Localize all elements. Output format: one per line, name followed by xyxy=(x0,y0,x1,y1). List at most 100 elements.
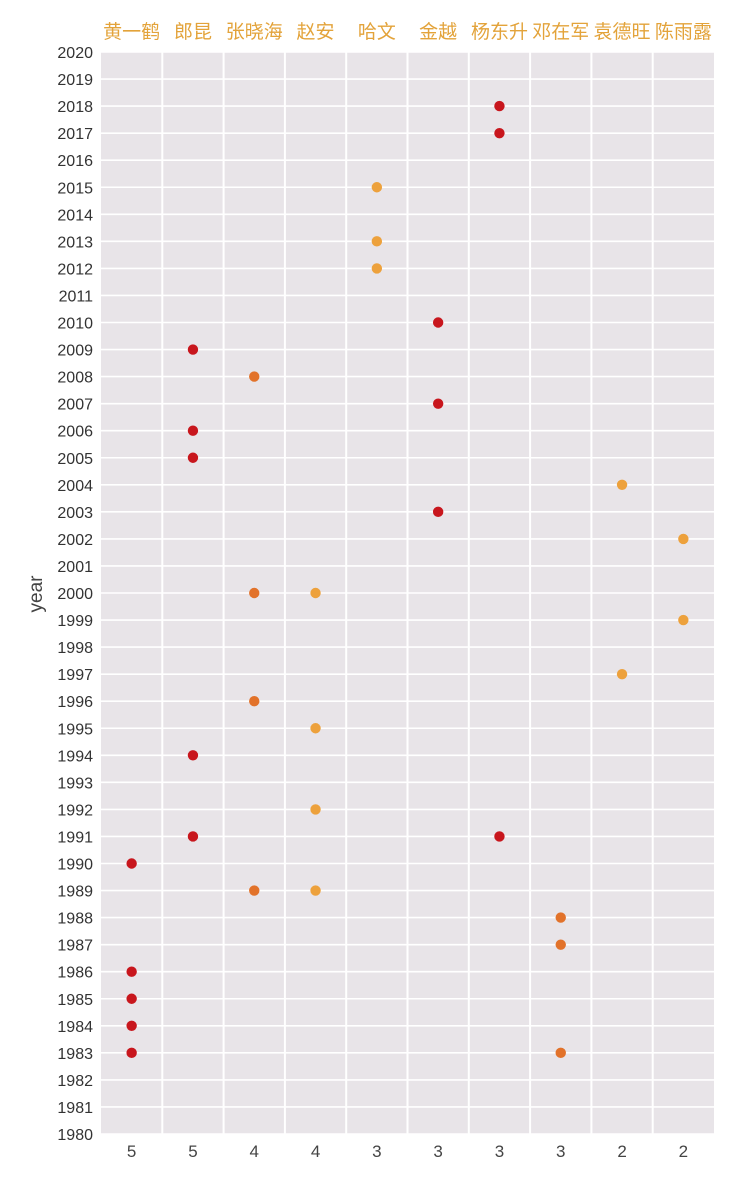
data-point xyxy=(187,425,199,436)
y-tick-label: 2005 xyxy=(57,451,93,468)
y-tick-label: 1999 xyxy=(57,613,93,630)
y-tick-label: 2001 xyxy=(57,559,93,576)
data-point xyxy=(126,858,137,869)
category-label: 郎昆 xyxy=(174,21,212,43)
y-tick-labels: 1980 1981 1982 1983 1984 1985 1986 1987 1988 1989… xyxy=(57,45,93,1144)
y-tick-label: 2000 xyxy=(57,586,93,603)
count-label: 5 xyxy=(188,1142,197,1161)
data-point xyxy=(310,885,321,896)
data-point xyxy=(494,127,505,139)
y-tick-label: 2003 xyxy=(57,505,93,522)
y-tick-label: 1993 xyxy=(57,775,93,792)
count-labels: 5 5 4 4 3 3 3 3 2 2 xyxy=(127,1142,688,1161)
category-label: 赵安 xyxy=(297,21,335,43)
category-label: 袁德旺 xyxy=(594,21,651,43)
data-point xyxy=(249,885,260,896)
y-tick-label: 2013 xyxy=(57,234,93,251)
y-tick-label: 2012 xyxy=(57,261,93,278)
category-label: 哈文 xyxy=(358,21,396,43)
y-tick-label: 1997 xyxy=(57,667,93,684)
data-point xyxy=(616,668,628,680)
y-tick-label: 1995 xyxy=(57,721,93,738)
data-point xyxy=(187,452,199,463)
y-tick-label: 1988 xyxy=(57,911,93,928)
data-point xyxy=(432,506,444,518)
y-tick-label: 1990 xyxy=(57,857,93,874)
category-label: 杨东升 xyxy=(471,21,528,43)
count-label: 3 xyxy=(372,1142,381,1161)
y-tick-label: 1994 xyxy=(57,748,93,765)
data-point xyxy=(494,831,505,842)
data-point xyxy=(310,804,321,815)
data-point xyxy=(371,236,383,247)
data-point xyxy=(126,993,137,1004)
y-tick-label: 2018 xyxy=(57,99,93,116)
y-tick-label: 1980 xyxy=(57,1127,93,1144)
y-tick-label: 2002 xyxy=(57,532,93,549)
category-label: 金越 xyxy=(419,21,457,43)
y-tick-label: 2008 xyxy=(57,370,93,387)
y-tick-label: 2009 xyxy=(57,343,93,360)
y-tick-label: 1996 xyxy=(57,694,93,711)
data-point xyxy=(371,182,383,193)
count-label: 4 xyxy=(250,1142,259,1161)
y-axis-label: year xyxy=(26,575,47,613)
data-point xyxy=(249,696,260,707)
category-label: 黄一鹤 xyxy=(103,21,160,43)
y-tick-label: 1989 xyxy=(57,884,93,901)
y-tick-label: 2006 xyxy=(57,424,93,441)
data-point xyxy=(555,912,566,923)
data-point xyxy=(678,614,689,626)
data-point xyxy=(249,587,260,599)
data-point xyxy=(616,479,628,490)
data-point xyxy=(187,344,199,355)
y-tick-label: 2004 xyxy=(57,478,93,495)
y-tick-label: 1991 xyxy=(57,829,93,846)
count-label: 5 xyxy=(127,1142,136,1161)
data-point xyxy=(371,263,383,274)
y-tick-label: 1985 xyxy=(57,992,93,1009)
data-point xyxy=(310,587,321,599)
data-point xyxy=(432,317,444,328)
category-label: 邓在军 xyxy=(532,21,589,43)
data-point xyxy=(126,966,137,977)
data-point xyxy=(555,939,566,950)
count-label: 3 xyxy=(433,1142,442,1161)
y-tick-label: 1984 xyxy=(57,1019,93,1036)
y-tick-label: 2016 xyxy=(57,153,93,170)
data-point xyxy=(678,533,689,545)
grid-lines xyxy=(101,51,714,1135)
data-point xyxy=(126,1020,137,1031)
y-tick-label: 2019 xyxy=(57,72,93,89)
data-point xyxy=(432,398,444,409)
category-labels: 黄一鹤 郎昆 张晓海 赵安 哈文 金越 杨东升 邓在军 袁德旺 陈雨露 xyxy=(103,21,712,43)
data-point xyxy=(187,831,199,842)
count-label: 3 xyxy=(495,1142,504,1161)
y-tick-label: 2020 xyxy=(57,45,93,62)
count-label: 2 xyxy=(679,1142,688,1161)
y-tick-label: 1987 xyxy=(57,938,93,955)
y-tick-label: 1986 xyxy=(57,965,93,982)
data-points xyxy=(126,100,689,1059)
data-point xyxy=(126,1047,137,1059)
y-tick-label: 2010 xyxy=(57,316,93,333)
y-tick-label: 1992 xyxy=(57,802,93,819)
data-point xyxy=(187,750,199,761)
y-tick-label: 2007 xyxy=(57,397,93,414)
data-point xyxy=(494,100,505,112)
count-label: 3 xyxy=(556,1142,565,1161)
y-tick-label: 1981 xyxy=(57,1100,93,1117)
count-label: 4 xyxy=(311,1142,320,1161)
y-tick-label: 1998 xyxy=(57,640,93,657)
category-label: 陈雨露 xyxy=(655,21,712,43)
count-label: 2 xyxy=(617,1142,626,1161)
y-tick-label: 2017 xyxy=(57,126,93,143)
data-point xyxy=(249,371,260,382)
y-tick-label: 1982 xyxy=(57,1073,93,1090)
y-tick-label: 2015 xyxy=(57,180,93,197)
data-point xyxy=(310,723,321,734)
data-point xyxy=(555,1047,566,1059)
y-tick-label: 2011 xyxy=(59,288,94,305)
category-label: 张晓海 xyxy=(226,21,283,43)
